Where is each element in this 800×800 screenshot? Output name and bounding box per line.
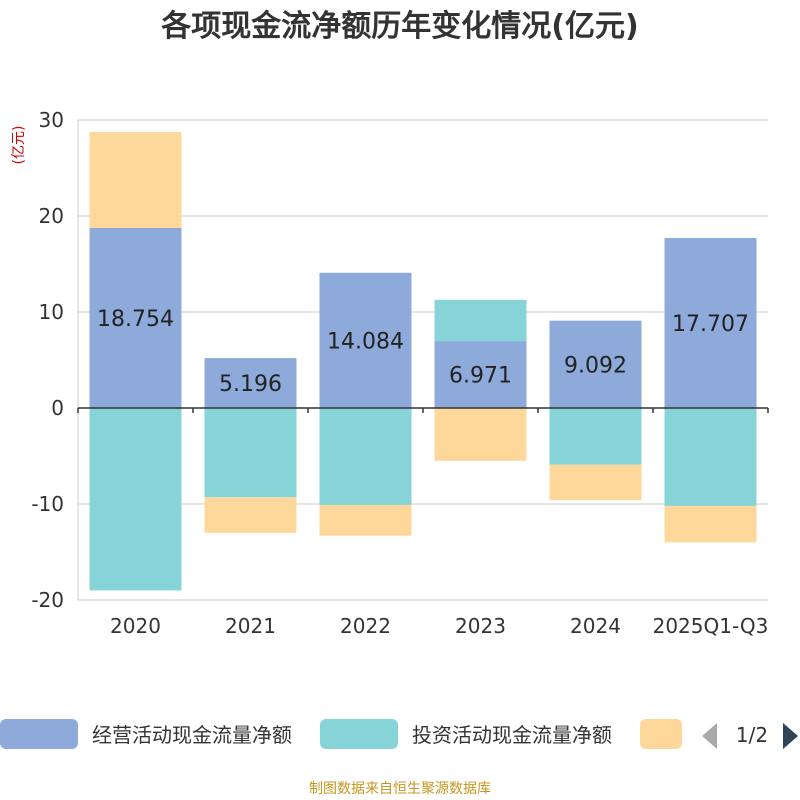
bar-value-label: 14.084 <box>327 329 404 354</box>
x-tick-label: 2020 <box>110 614 161 638</box>
bar-0-2020 <box>89 227 182 408</box>
y-tick-label: -20 <box>31 588 64 612</box>
x-tick-label: 2022 <box>340 614 391 638</box>
bar-0-2022 <box>319 272 412 408</box>
y-axis-unit-label: (亿元) <box>11 126 27 165</box>
legend-prev-icon[interactable] <box>702 723 717 749</box>
gridlines <box>78 119 768 601</box>
bar-1-2025Q1-Q3 <box>664 408 757 506</box>
bar-2-2022 <box>319 504 412 536</box>
legend-swatch[interactable] <box>0 719 78 749</box>
bar-1-2024 <box>549 408 642 465</box>
y-tick-label: 20 <box>39 204 64 228</box>
bar-value-label: 17.707 <box>672 312 749 337</box>
source-note: 制图数据来自恒生聚源数据库 <box>309 781 491 797</box>
legend: 经营活动现金流量净额 投资活动现金流量净额 1/2 <box>0 719 798 749</box>
bar-value-label: 18.754 <box>97 307 174 332</box>
y-tick-label: 0 <box>51 396 64 420</box>
legend-page-indicator: 1/2 <box>736 723 768 747</box>
bar-value-label: 9.092 <box>564 353 627 378</box>
chart-title: 各项现金流净额历年变化情况(亿元) <box>161 9 639 44</box>
bar-0-2021 <box>204 358 297 408</box>
y-tick-label: 10 <box>39 300 64 324</box>
legend-swatch[interactable] <box>320 719 398 749</box>
bar-value-label: 6.971 <box>449 364 512 389</box>
legend-next-icon[interactable] <box>783 723 798 749</box>
legend-label[interactable]: 投资活动现金流量净额 <box>412 723 612 747</box>
y-tick-label: 30 <box>39 108 64 132</box>
bar-1-2023 <box>434 299 527 342</box>
bar-value-label: 5.196 <box>219 372 282 397</box>
bar-1-2021 <box>204 408 297 498</box>
bar-0-2024 <box>549 320 642 408</box>
bar-2-2021 <box>204 497 297 533</box>
legend-label[interactable]: 经营活动现金流量净额 <box>92 723 292 747</box>
bar-0-2023 <box>434 341 527 408</box>
bar-1-2022 <box>319 408 412 505</box>
bar-2-2024 <box>549 464 642 501</box>
y-tick-label: -10 <box>31 492 64 516</box>
axes: 30 20 10 0 -10 -20 2020 2021 2022 2023 2024 2025Q1-… <box>31 108 769 638</box>
bar-0-2025Q1-Q3 <box>664 238 757 408</box>
x-tick-label: 2025Q1-Q3 <box>653 614 769 638</box>
bars <box>89 131 757 591</box>
x-tick-label: 2023 <box>455 614 506 638</box>
x-tick-label: 2024 <box>570 614 621 638</box>
legend-swatch[interactable] <box>640 719 682 749</box>
x-tick-label: 2021 <box>225 614 276 638</box>
data-labels: 18.754 5.196 14.084 6.971 9.092 17.707 <box>97 307 749 397</box>
bar-2-2020 <box>89 131 182 228</box>
bar-2-2023 <box>434 408 527 461</box>
bar-1-2020 <box>89 408 182 591</box>
bar-2-2025Q1-Q3 <box>664 505 757 543</box>
